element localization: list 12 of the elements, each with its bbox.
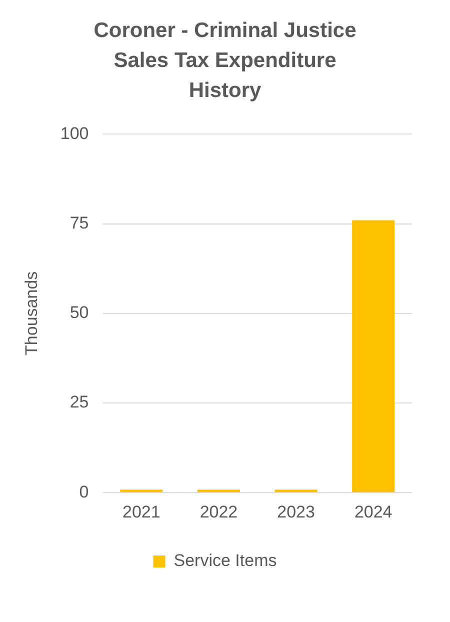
y-tick-label: 0 xyxy=(79,482,89,502)
chart-title: Coroner - Criminal Justice Sales Tax Expenditure History xyxy=(92,18,358,104)
y-axis-title: Thousands xyxy=(22,271,41,356)
y-tick-label: 25 xyxy=(70,392,89,412)
y-tick-label: 100 xyxy=(60,124,89,143)
x-tick-label: 2022 xyxy=(200,502,238,522)
y-tick-label: 75 xyxy=(70,213,89,232)
x-tick-label: 2021 xyxy=(122,502,160,522)
x-tick-label: 2023 xyxy=(277,502,315,522)
y-tick-label: 50 xyxy=(70,303,89,322)
x-tick-label: 2024 xyxy=(354,502,392,522)
legend-label: Service Items xyxy=(174,551,277,570)
